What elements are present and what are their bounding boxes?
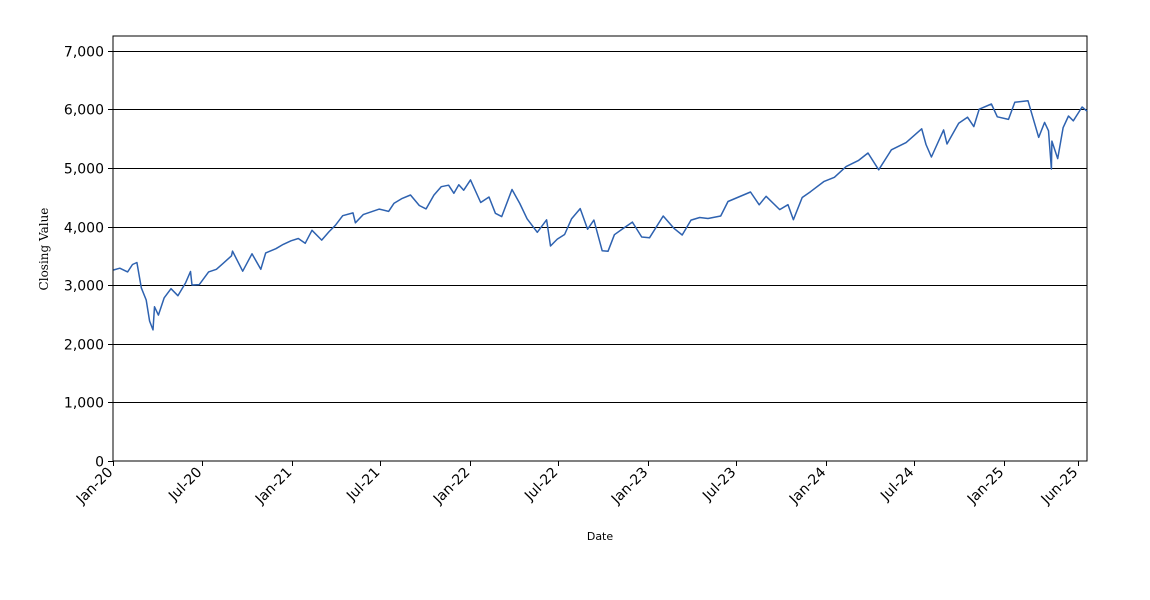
x-tick-label: Jul-21 — [343, 465, 383, 505]
x-tick-label: Jan-23 — [608, 465, 651, 508]
x-tick-label: Jul-23 — [699, 465, 739, 505]
x-tick-label: Jul-20 — [165, 465, 205, 505]
axis-ticks: 0 1,000 2,000 3,000 4,000 5,000 6,000 7,000 Jan-… — [64, 45, 1081, 509]
x-tick-label: Jan-20 — [73, 465, 116, 508]
y-tick-label: 4,000 — [64, 221, 104, 237]
gridlines — [113, 51, 1087, 403]
series-line — [113, 100, 1088, 331]
y-tick-label: 7,000 — [64, 45, 104, 61]
x-tick-label: Jul-24 — [877, 464, 917, 504]
x-tick-label: Jan-25 — [964, 465, 1007, 508]
y-tick-label: 5,000 — [64, 162, 104, 178]
y-tick-label: 3,000 — [64, 279, 104, 295]
x-axis-title: Date — [587, 530, 614, 543]
x-tick-label: Jan-21 — [252, 465, 295, 508]
x-tick-label: Jan-22 — [430, 465, 473, 508]
y-tick-label: 2,000 — [64, 338, 104, 354]
series-layer — [113, 100, 1088, 331]
plot-frame — [112, 35, 1088, 462]
x-tick-label: Jan-24 — [786, 464, 830, 508]
y-axis-title: Closing Value — [37, 208, 51, 291]
x-tick-label: Jul-22 — [521, 465, 561, 505]
y-tick-label: 0 — [95, 455, 104, 471]
y-tick-label: 1,000 — [64, 396, 104, 412]
y-tick-label: 6,000 — [64, 103, 104, 119]
x-tick-label: Jun-25 — [1038, 465, 1082, 509]
